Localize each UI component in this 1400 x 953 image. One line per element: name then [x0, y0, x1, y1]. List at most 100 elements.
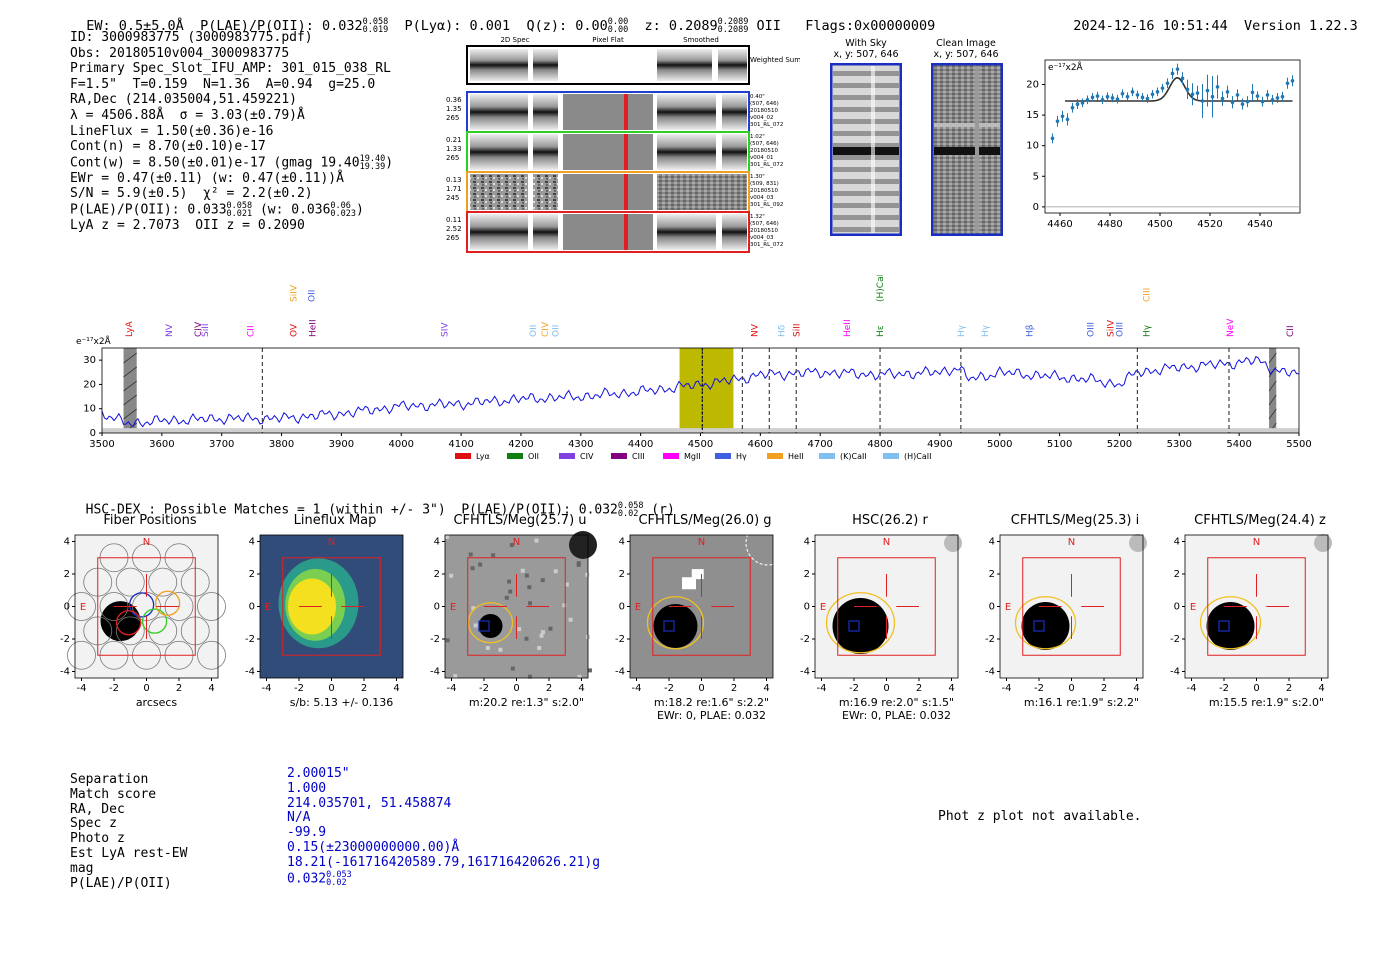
fiber-circle [148, 567, 178, 597]
sky-line [833, 131, 899, 136]
fiber-pixelflat [563, 214, 653, 250]
cutout-x-tick-label: 2 [361, 683, 367, 694]
fiber-stat: 1.33 [446, 145, 462, 153]
fiber-meta: (507, 646) [750, 101, 779, 107]
spec-x-tick-label: 4700 [807, 439, 832, 450]
compass-north: N [883, 537, 890, 548]
label-specz: Spec z [70, 816, 117, 832]
cutout-x-tick-label: 2 [916, 683, 922, 694]
fit-x-tick-label: 4520 [1197, 219, 1222, 230]
version-label: Version 1.22.3 [1243, 18, 1358, 34]
fiber-meta: 1.30" [750, 174, 765, 180]
cutout-x-tick-label: 4 [1133, 683, 1139, 694]
noise-pixel [508, 589, 513, 594]
spectral-line-label: OII [552, 325, 562, 337]
spectral-line-label: SiIV [290, 284, 300, 302]
pixelflat-marker [624, 214, 628, 250]
sky-line [833, 191, 899, 196]
compass-north: N [513, 537, 520, 548]
source-blob [478, 614, 503, 638]
fit-data-point [1095, 94, 1100, 98]
fiber-meta: (509, 831) [750, 181, 779, 187]
cutout-caption: s/b: 5.13 +/- 0.136 [289, 696, 394, 709]
pixelflat-marker [624, 134, 628, 170]
cutout-x-tick-label: -4 [77, 683, 87, 694]
cutout-x-tick-label: -2 [479, 683, 489, 694]
value-radec: 214.035701, 51.458874 [287, 795, 452, 811]
fiber-gap [528, 134, 533, 170]
cutout-caption: m:20.2 re:1.3" s:2.0" [468, 696, 585, 709]
cutout-x-tick-label: 2 [731, 683, 737, 694]
cutout-x-tick-label: -2 [849, 683, 859, 694]
cutout-x-tick-label: -2 [294, 683, 304, 694]
clean-image [931, 63, 1003, 236]
info-plae: P(LAE)/P(OII): 0.0330.058 0.021 (w: 0.036… [70, 201, 364, 220]
spectral-line-label: (H)CaII [876, 275, 886, 302]
fit-data-point [1130, 90, 1135, 94]
fiber-meta: (507, 646) [750, 141, 779, 147]
sky-line [833, 179, 899, 184]
counterpart-box [663, 620, 675, 632]
cutout-x-tick-label: -4 [1187, 683, 1197, 694]
weighted-sum-row: Weighted Sum [466, 45, 800, 85]
spectral-line-label: OIII [1115, 322, 1125, 337]
info-sn: S/N = 5.9(±0.5) χ² = 2.2(±0.2) [70, 186, 313, 202]
fit-data-point [1105, 94, 1110, 99]
sky-line [833, 119, 899, 124]
masked-hatch [123, 408, 137, 420]
compass-east: E [635, 602, 641, 613]
cutout-image: N E -4 -4 -2 -2 0 0 2 2 4 4 [430, 531, 597, 694]
spec-x-tick-label: 4500 [688, 439, 713, 450]
spectral-line-label: Hδ [777, 324, 787, 337]
noise-pixel [568, 617, 573, 622]
fit-x-tick-label: 4460 [1047, 219, 1072, 230]
fiber-meta: 301_RL_072 [750, 162, 783, 168]
fiber-circle [115, 567, 145, 597]
spec-x-tick-label: 4000 [389, 439, 414, 450]
fiber-blue [128, 592, 155, 618]
fit-y-tick-label: 20 [1026, 79, 1039, 90]
spectral-line-label: Hε [876, 325, 886, 337]
cutout-caption: m:15.5 re:1.9" s:2.0" [1208, 696, 1325, 709]
spectral-line-label: CIV [541, 321, 551, 337]
legend-label: Lyα [476, 452, 490, 461]
legend-swatch [883, 453, 899, 459]
fit-data-point [1200, 99, 1205, 103]
noise-pixel [453, 674, 458, 679]
fit-data-point [1210, 94, 1215, 99]
cutout-title: CFHTLS/Meg(26.0) g [638, 513, 772, 528]
value-separation: 2.00015" [287, 766, 350, 781]
fit-data-point [1285, 81, 1290, 86]
legend-label: (K)CaII [840, 452, 867, 461]
neighbor-source [1314, 534, 1332, 552]
fit-data-point [1110, 96, 1115, 100]
fiber-gap [528, 174, 533, 210]
fiber-circle [67, 640, 96, 670]
cutout-background [445, 535, 588, 678]
cutout-background [1185, 535, 1328, 678]
cutout-x-tick-label: 2 [546, 683, 552, 694]
spec-x-tick-label: 5500 [1286, 439, 1311, 450]
legend-swatch [767, 453, 783, 459]
value-photoz: -99.9 [287, 825, 327, 841]
fit-data-point [1245, 99, 1250, 104]
fit-data-point [1170, 71, 1175, 76]
legend-label: OII [528, 452, 539, 461]
fit-data-point [1255, 94, 1260, 98]
fit-y-tick-label: 15 [1026, 110, 1039, 121]
cutout-y-tick-label: 4 [1174, 537, 1180, 548]
spec-x-tick-label: 4900 [927, 439, 952, 450]
sky-line [833, 143, 899, 148]
source-blob [832, 598, 889, 654]
noise-pixel [528, 601, 533, 606]
spec-x-tick-label: 4300 [568, 439, 593, 450]
cutout-y-tick-label: 2 [249, 569, 255, 580]
ew-value: EW: 0.5±5.0Å [86, 18, 184, 34]
label-match-score: Match score [70, 786, 157, 802]
fit-data-point [1265, 93, 1270, 97]
fit-data-point [1100, 97, 1105, 102]
fit-data-point [1050, 136, 1055, 141]
cutout-x-tick-label: -4 [632, 683, 642, 694]
cutout-caption: m:16.1 re:1.9" s:2.2" [1023, 696, 1140, 709]
